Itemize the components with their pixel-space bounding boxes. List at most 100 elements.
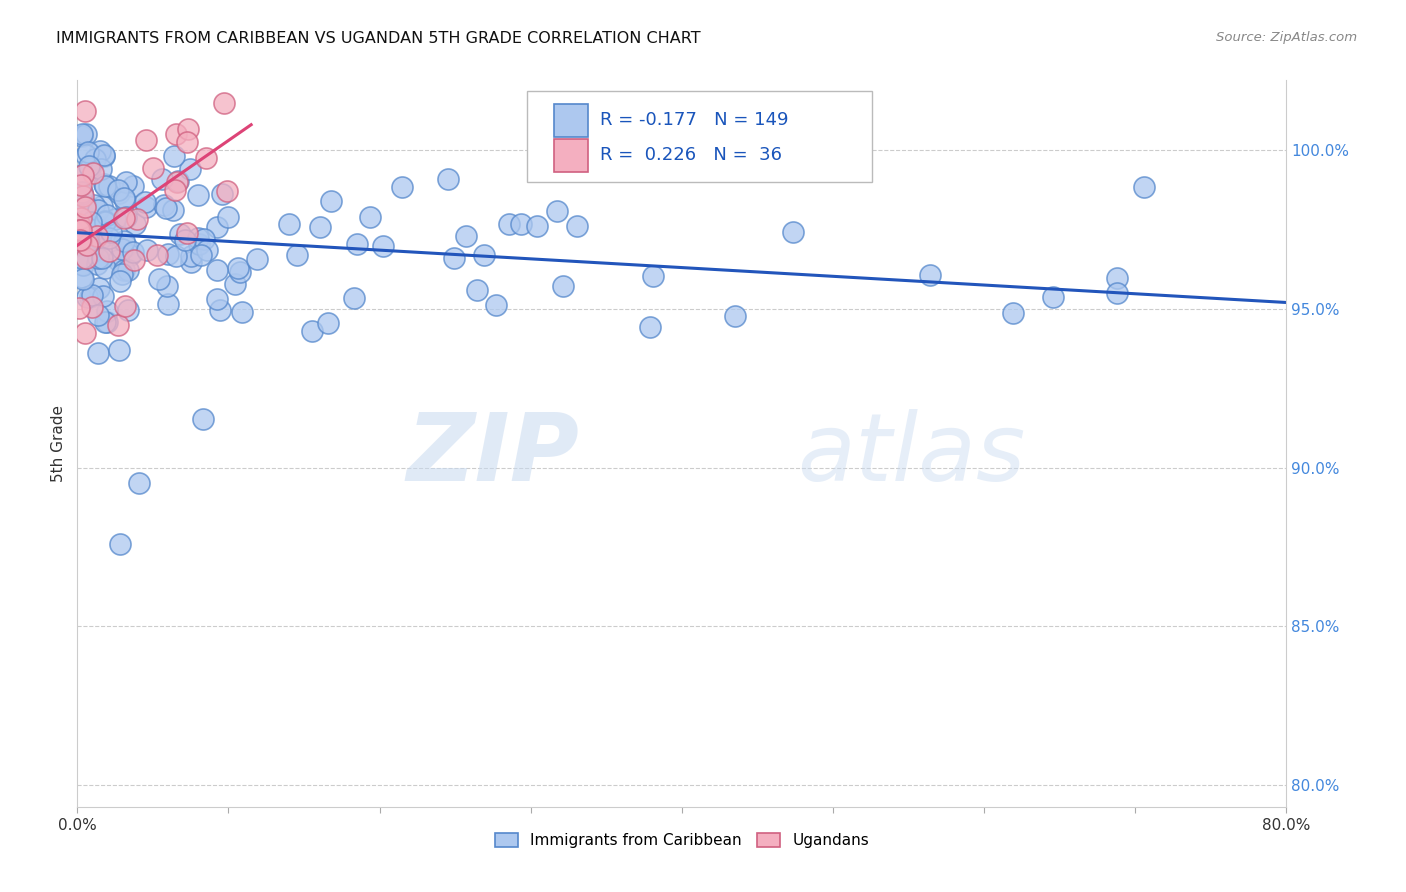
Point xyxy=(86,229,108,244)
Point xyxy=(174,233,197,247)
Point xyxy=(110,537,132,551)
Point xyxy=(191,412,214,426)
Point xyxy=(77,145,100,159)
Text: Source: ZipAtlas.com: Source: ZipAtlas.com xyxy=(1216,31,1357,45)
Point xyxy=(498,217,520,231)
Point xyxy=(187,188,209,202)
Point xyxy=(156,279,179,293)
Point xyxy=(134,195,156,210)
Point xyxy=(79,161,101,175)
Point xyxy=(94,261,117,276)
Point xyxy=(316,317,339,331)
Text: atlas: atlas xyxy=(797,409,1025,500)
Point xyxy=(70,237,93,252)
Point xyxy=(80,300,103,314)
Point xyxy=(98,179,121,194)
Point xyxy=(96,304,118,318)
Point xyxy=(94,178,117,193)
Point xyxy=(75,147,97,161)
Point xyxy=(94,315,117,329)
Point xyxy=(1042,290,1064,304)
Point xyxy=(72,189,94,203)
Point xyxy=(641,268,664,283)
Point xyxy=(115,239,138,253)
Text: IMMIGRANTS FROM CARIBBEAN VS UGANDAN 5TH GRADE CORRELATION CHART: IMMIGRANTS FROM CARIBBEAN VS UGANDAN 5TH… xyxy=(56,31,700,46)
Point xyxy=(188,237,211,252)
Point xyxy=(69,233,91,247)
Point xyxy=(546,204,568,219)
Point xyxy=(80,215,103,229)
Point xyxy=(150,172,173,186)
Point xyxy=(510,217,533,231)
Point xyxy=(108,274,131,288)
Point xyxy=(165,127,187,141)
Point xyxy=(166,175,188,189)
Point xyxy=(89,232,111,246)
Point xyxy=(69,217,91,231)
Point xyxy=(155,201,177,215)
Point xyxy=(1133,179,1156,194)
Point xyxy=(285,248,308,262)
Point xyxy=(73,198,96,212)
Point xyxy=(125,212,148,227)
Point xyxy=(565,219,588,234)
Point xyxy=(465,283,488,297)
Point xyxy=(91,288,114,302)
Point xyxy=(918,268,941,282)
Point xyxy=(86,251,108,265)
Point xyxy=(77,211,100,226)
Point xyxy=(724,309,747,323)
Point xyxy=(485,298,508,312)
Point xyxy=(782,225,804,239)
Point xyxy=(75,128,97,142)
Point xyxy=(107,252,129,267)
Point xyxy=(86,203,108,218)
Legend: Immigrants from Caribbean, Ugandans: Immigrants from Caribbean, Ugandans xyxy=(489,826,875,855)
Point xyxy=(437,171,460,186)
Point xyxy=(180,249,202,263)
Point xyxy=(70,187,93,202)
Point xyxy=(163,149,186,163)
Point xyxy=(84,152,107,166)
Point xyxy=(245,252,267,267)
Point xyxy=(107,318,129,332)
Point xyxy=(89,145,111,159)
Point xyxy=(90,251,112,265)
Point xyxy=(454,228,477,243)
Point xyxy=(94,214,117,228)
Point xyxy=(124,217,146,231)
Point xyxy=(1105,286,1128,301)
Point xyxy=(70,257,93,271)
Point xyxy=(111,268,134,282)
Point xyxy=(70,270,93,285)
Point xyxy=(308,220,330,235)
Point xyxy=(526,219,548,233)
Point xyxy=(77,235,100,250)
Point xyxy=(104,212,127,227)
Point xyxy=(163,183,186,197)
Point xyxy=(70,233,93,247)
Text: R =  0.226   N =  36: R = 0.226 N = 36 xyxy=(600,146,782,164)
Point xyxy=(93,177,115,191)
Point xyxy=(73,200,96,214)
Point xyxy=(187,231,209,245)
Point xyxy=(128,476,150,491)
Point xyxy=(156,297,179,311)
Point xyxy=(176,135,198,149)
Point xyxy=(180,254,202,268)
Point xyxy=(205,292,228,306)
Point xyxy=(67,223,90,237)
Point xyxy=(122,253,145,268)
Point xyxy=(100,225,122,239)
Point xyxy=(117,262,139,277)
Point xyxy=(108,186,131,201)
Point xyxy=(472,248,495,262)
Point xyxy=(135,201,157,215)
Point xyxy=(79,159,101,173)
Point xyxy=(112,191,135,205)
Point xyxy=(1002,306,1025,320)
Point xyxy=(72,271,94,285)
Point xyxy=(70,185,93,199)
Point xyxy=(70,178,93,193)
Point xyxy=(118,248,141,262)
